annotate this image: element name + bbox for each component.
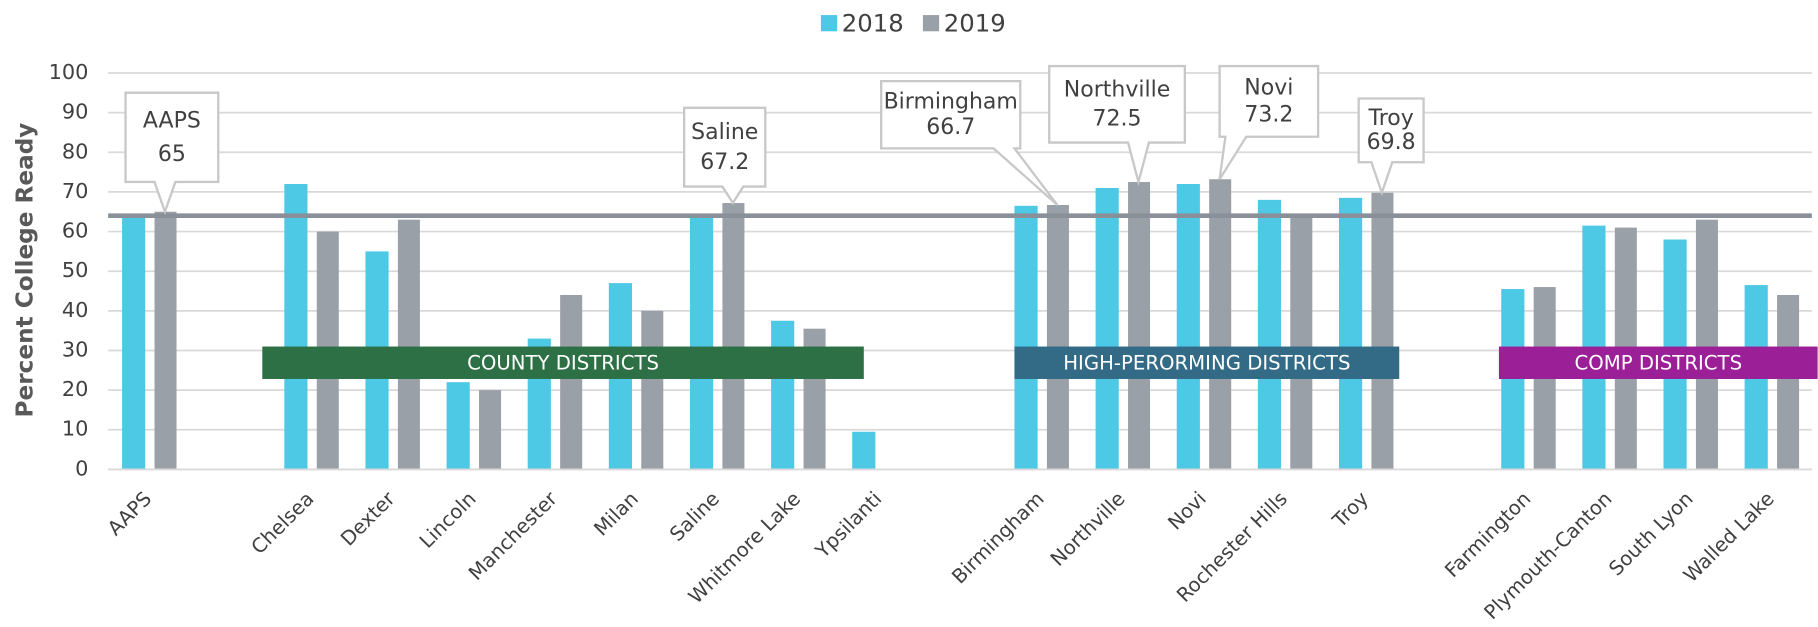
- callout-name: Northville: [1064, 78, 1171, 103]
- bar: [1501, 289, 1525, 470]
- legend-swatch: [922, 15, 940, 32]
- callout-name: Novi: [1244, 76, 1293, 101]
- bar: [1777, 294, 1800, 470]
- bar: [479, 390, 502, 470]
- x-tick-label: Milan: [590, 487, 643, 540]
- callout-box: [1218, 64, 1320, 180]
- callout-name: Saline: [691, 120, 758, 145]
- group-band: [1498, 346, 1818, 379]
- bar: [852, 431, 876, 470]
- x-tick-label: Ypsilanti: [810, 487, 886, 563]
- bar: [1176, 183, 1200, 470]
- y-tick-label: 20: [62, 377, 89, 401]
- group-label: HIGH-PERORMING DISTRICTS: [1063, 351, 1350, 374]
- callout-box: [683, 106, 767, 206]
- bar: [397, 219, 420, 470]
- bar: [1290, 213, 1313, 470]
- y-tick-label: 10: [62, 417, 89, 441]
- group-band: [1014, 346, 1400, 379]
- bar: [560, 294, 583, 470]
- bar: [771, 320, 795, 470]
- y-tick-label: 30: [62, 337, 89, 361]
- callout-box: [124, 91, 220, 216]
- x-tick-label: Dexter: [336, 487, 400, 551]
- y-tick-label: 90: [62, 100, 89, 124]
- y-tick-label: 60: [62, 219, 89, 243]
- callout-box: [880, 79, 1059, 206]
- y-tick-label: 70: [62, 179, 89, 203]
- callout-value: 72.5: [1093, 107, 1142, 132]
- x-tick-label: Northville: [1046, 487, 1130, 571]
- callout-value: 67.2: [700, 150, 749, 175]
- y-tick-label: 0: [75, 456, 88, 480]
- legend-label: 2019: [944, 8, 1006, 37]
- callout-box: [1357, 97, 1425, 197]
- callout-name: Birmingham: [884, 90, 1018, 115]
- group-label: COMP DISTRICTS: [1574, 351, 1742, 374]
- callout-value: 73.2: [1244, 103, 1293, 128]
- bar: [1014, 205, 1038, 470]
- group-label: COUNTY DISTRICTS: [467, 351, 659, 374]
- y-tick-label: 100: [49, 60, 89, 84]
- legend-label: 2018: [842, 8, 904, 37]
- x-tick-label: Chelsea: [247, 487, 319, 559]
- bar: [1338, 197, 1363, 470]
- x-tick-label: Manchester: [464, 487, 562, 585]
- bar: [1695, 219, 1718, 470]
- bar: [446, 382, 470, 470]
- callout-value: 69.8: [1367, 130, 1416, 155]
- y-tick-label: 80: [62, 139, 89, 163]
- bar: [689, 215, 714, 470]
- bar: [1371, 192, 1394, 470]
- x-tick-label: Troy: [1327, 487, 1373, 533]
- bar: [1095, 187, 1119, 470]
- bar: [722, 203, 745, 470]
- bar: [122, 215, 146, 470]
- callout-name: AAPS: [143, 108, 201, 133]
- callout-value: 66.7: [926, 115, 975, 140]
- group-band: [262, 346, 864, 379]
- x-tick-label: Saline: [665, 487, 724, 546]
- y-tick-label: 40: [62, 298, 89, 322]
- callout-name: Troy: [1367, 106, 1413, 131]
- x-tick-label: Birmingham: [947, 487, 1048, 588]
- y-axis-label: Percent College Ready: [11, 123, 38, 418]
- bar: [1128, 182, 1151, 470]
- bar: [641, 310, 664, 470]
- x-tick-label: Lincoln: [415, 487, 481, 553]
- x-tick-label: Novi: [1163, 487, 1210, 534]
- bar: [1046, 205, 1069, 470]
- y-tick-label: 50: [62, 258, 89, 282]
- callout-box: [1048, 64, 1186, 187]
- x-tick-label: AAPS: [103, 487, 156, 540]
- legend-swatch: [820, 15, 838, 32]
- bar: [284, 183, 308, 470]
- bar: [1209, 179, 1232, 470]
- bar: [1257, 199, 1282, 470]
- bar: [154, 211, 177, 470]
- callout-value: 65: [158, 142, 186, 167]
